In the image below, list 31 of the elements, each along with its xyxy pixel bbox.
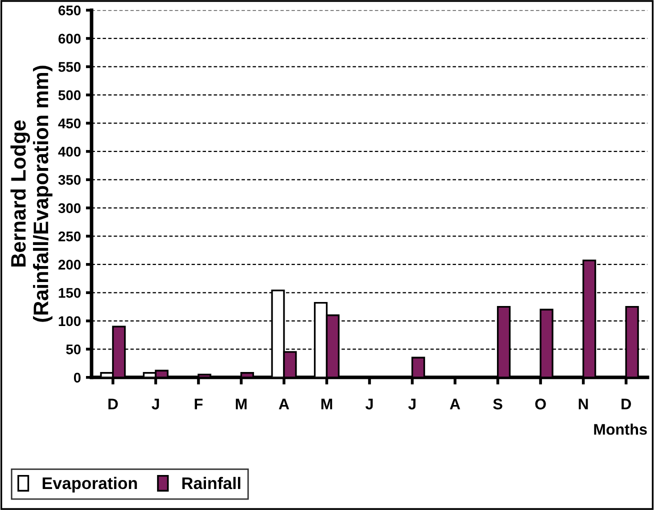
y-tick-label: 550: [58, 62, 81, 72]
y-tick-label: 100: [58, 316, 81, 326]
x-tick-label: J: [152, 398, 159, 410]
x-tick-label: M: [236, 398, 247, 410]
y-tick-label: 0: [74, 372, 81, 383]
x-tick-label: S: [493, 398, 502, 410]
x-tick-label: J: [365, 398, 373, 410]
y-tick-label: 650: [58, 6, 81, 16]
x-tick-label: F: [194, 398, 203, 410]
y-tick-label: 600: [58, 34, 81, 44]
x-tick-label: N: [578, 398, 588, 410]
y-tick-label: 350: [58, 175, 81, 185]
x-axis-title: Months: [594, 424, 647, 435]
x-tick-label: A: [278, 398, 290, 410]
y-tick-label: 300: [58, 203, 81, 214]
x-tick-label: D: [622, 398, 631, 410]
x-tick-label: O: [535, 398, 546, 410]
y-tick-label: 150: [58, 288, 81, 298]
x-tick-label: D: [108, 398, 118, 410]
x-tick-label: A: [450, 398, 460, 410]
y-tick-label: 400: [58, 146, 81, 157]
y-axis-title: Bernard Lodge (Rainfall/Evaporation mm): [10, 66, 52, 322]
y-tick-label: 450: [58, 118, 81, 128]
y-tick-label: 200: [58, 260, 81, 270]
legend-label: Rainfall: [182, 476, 240, 490]
y-tick-label: 50: [66, 344, 81, 354]
y-tick-label: 500: [58, 90, 81, 100]
y-tick-label: 250: [58, 232, 81, 242]
legend-label: Evaporation: [42, 476, 137, 492]
x-tick-label: M: [321, 398, 332, 410]
x-tick-label: J: [408, 398, 416, 410]
